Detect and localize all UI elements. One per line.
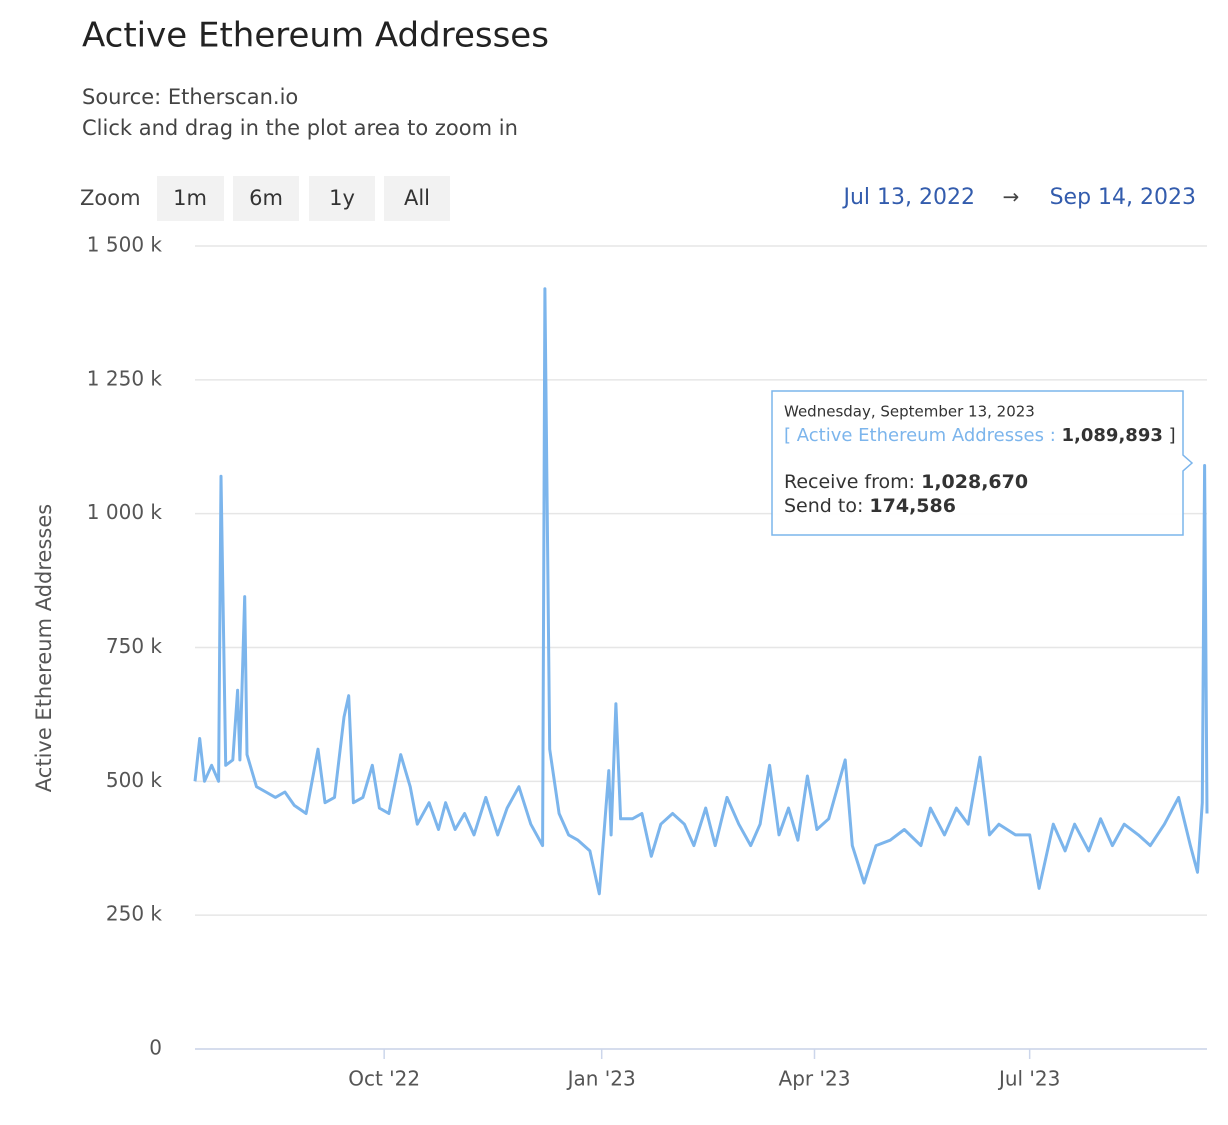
x-tick-label: Apr '23 (779, 1067, 851, 1091)
zoom-button[interactable] (157, 176, 224, 221)
tooltip-bracket: ] (1169, 425, 1176, 446)
y-tick-label: 1 000 k (87, 500, 163, 524)
y-tick-label: 0 (149, 1036, 162, 1060)
y-tick-label: 250 k (106, 902, 163, 926)
tooltip-receive-label: Receive from: (784, 471, 915, 493)
zoom-buttons: 1m 6m 1y All (157, 176, 450, 221)
x-tick-label: Jan '23 (566, 1067, 636, 1091)
tooltip-send-value: 174,586 (869, 495, 956, 517)
tooltip-receive-value: 1,028,670 (921, 471, 1028, 493)
zoom-button-label[interactable]: 1m (173, 186, 207, 210)
range-from[interactable]: Jul 13, 2022 (841, 185, 975, 210)
tooltip-series-name: Active Ethereum Addresses (797, 425, 1044, 446)
zoom-button[interactable] (233, 176, 299, 221)
zoom-button[interactable] (384, 176, 450, 221)
subtitle: Click and drag in the plot area to zoom … (82, 116, 518, 140)
chart-title: Active Ethereum Addresses (82, 16, 549, 56)
range-to[interactable]: Sep 14, 2023 (1050, 185, 1196, 210)
y-tick-label: 1 250 k (87, 366, 163, 390)
tooltip-bracket: [ (784, 425, 791, 446)
y-tick-label: 1 500 k (87, 233, 163, 257)
data-line (193, 287, 1209, 896)
tooltip-date: Wednesday, September 13, 2023 (784, 403, 1035, 421)
tooltip: Wednesday, September 13, 2023 [ Active E… (771, 390, 1194, 536)
tooltip-value: 1,089,893 (1062, 425, 1163, 446)
tooltip-send: Send to: 174,586 (784, 495, 956, 517)
y-axis-label: Active Ethereum Addresses (32, 504, 56, 792)
tooltip-box (771, 390, 1194, 536)
tooltip-sep: : (1050, 425, 1056, 446)
zoom-button[interactable] (309, 176, 375, 221)
y-tick-label: 750 k (106, 634, 163, 658)
zoom-label: Zoom (80, 186, 141, 210)
subtitle: Source: Etherscan.io (82, 85, 298, 109)
tooltip-series: [ Active Ethereum Addresses : 1,089,893 … (784, 425, 1176, 446)
x-tick-label: Jul '23 (997, 1067, 1060, 1091)
x-tick-label: Oct '22 (348, 1067, 420, 1091)
tooltip-receive: Receive from: 1,028,670 (784, 471, 1028, 493)
range-arrow: → (1003, 185, 1020, 209)
zoom-button-label[interactable]: 1y (329, 186, 355, 210)
zoom-button-label[interactable]: 6m (249, 186, 283, 210)
zoom-button-label[interactable]: All (404, 186, 430, 210)
tooltip-send-label: Send to: (784, 495, 863, 517)
y-tick-label: 500 k (106, 768, 163, 792)
plot-area[interactable]: 0 250 k 500 k 750 k 1 000 k 1 250 k 1 500 k Oct… (87, 233, 1209, 1091)
